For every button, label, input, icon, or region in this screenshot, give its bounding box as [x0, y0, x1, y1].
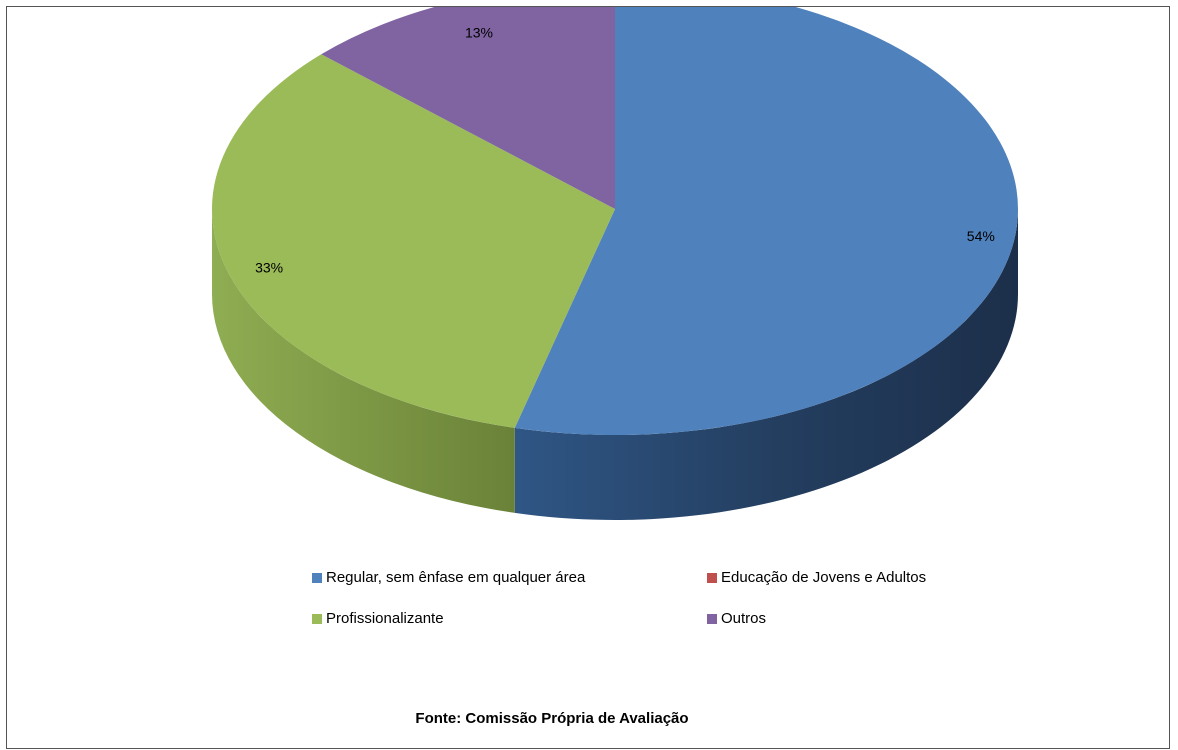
- legend-label: Educação de Jovens e Adultos: [721, 569, 927, 586]
- legend-swatch: [312, 572, 322, 583]
- data-label-3: 13%: [465, 25, 493, 41]
- pie-slice-0: [514, 7, 1019, 435]
- pie-chart: 54% 0% 33% 13%: [212, 7, 1019, 520]
- pie-slice-3: [321, 7, 615, 209]
- legend-item-regular: Regular, sem ênfase em qualquer área: [312, 569, 585, 586]
- data-label-2: 33%: [255, 260, 283, 276]
- legend-item-outros: Outros: [707, 610, 766, 627]
- legend-swatch: [707, 613, 717, 624]
- chart-frame: 54% 0% 33% 13% Regular, sem ênfase em qualq…: [6, 6, 1170, 749]
- data-label-0: 54%: [967, 228, 995, 244]
- data-label-1: 0%: [907, 7, 927, 8]
- legend-item-eja: Educação de Jovens e Adultos: [707, 569, 926, 586]
- source-note: Fonte: Comissão Própria de Avaliação: [415, 710, 689, 727]
- legend-label: Regular, sem ênfase em qualquer área: [326, 569, 586, 586]
- legend-item-profissionalizante: Profissionalizante: [312, 610, 444, 627]
- legend-label: Profissionalizante: [326, 610, 444, 627]
- legend: Regular, sem ênfase em qualquer área Edu…: [312, 569, 1012, 639]
- pie-side-2: [212, 209, 515, 513]
- legend-label: Outros: [721, 610, 767, 627]
- legend-swatch: [312, 613, 322, 624]
- pie-side-0: [514, 209, 1018, 520]
- pie-slice-2: [212, 54, 616, 428]
- legend-swatch: [707, 572, 717, 583]
